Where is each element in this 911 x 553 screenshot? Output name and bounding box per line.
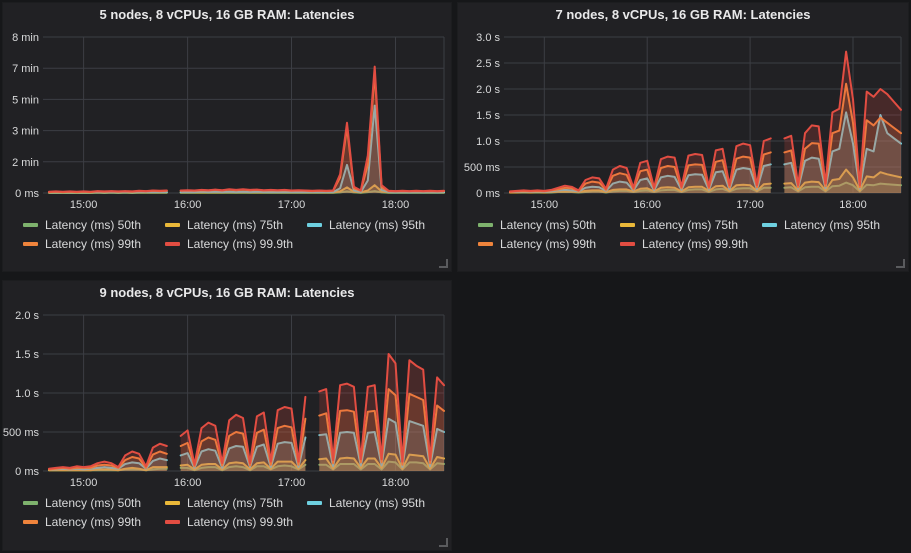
- svg-text:15:00: 15:00: [531, 199, 559, 211]
- panel-title-9-nodes[interactable]: 9 nodes, 8 vCPUs, 16 GB RAM: Latencies: [99, 285, 355, 300]
- svg-text:0 ms: 0 ms: [476, 188, 500, 200]
- series-swatch-99th[interactable]: [478, 241, 493, 246]
- panel-7-nodes: 7 nodes, 8 vCPUs, 16 GB RAM: Latencies 3…: [457, 2, 909, 272]
- svg-text:18:00: 18:00: [382, 199, 410, 211]
- panel-9-nodes: 9 nodes, 8 vCPUs, 16 GB RAM: Latencies 2…: [2, 280, 452, 551]
- series-swatch-99.9th[interactable]: [165, 519, 180, 524]
- series-swatch-95th[interactable]: [307, 500, 322, 505]
- svg-text:2.0 s: 2.0 s: [476, 84, 500, 96]
- legend-label: Latency (ms) 95th: [329, 217, 426, 232]
- svg-text:5 min: 5 min: [12, 94, 39, 106]
- legend-item-99th[interactable]: Latency (ms) 99th: [23, 237, 151, 251]
- legend-7-nodes: Latency (ms) 50th Latency (ms) 75th Late…: [458, 213, 908, 253]
- legend-label: Latency (ms) 99.9th: [187, 236, 294, 251]
- svg-text:0 ms: 0 ms: [15, 466, 39, 478]
- legend-label: Latency (ms) 50th: [45, 495, 142, 510]
- svg-text:1.5 s: 1.5 s: [476, 110, 500, 122]
- legend-label: Latency (ms) 99th: [45, 514, 142, 529]
- legend-label: Latency (ms) 95th: [329, 495, 426, 510]
- legend-item-95th[interactable]: Latency (ms) 95th: [307, 496, 425, 510]
- svg-text:2 min: 2 min: [12, 157, 39, 169]
- legend-item-95th[interactable]: Latency (ms) 95th: [762, 218, 880, 232]
- series-swatch-50th[interactable]: [478, 222, 493, 227]
- legend-label: Latency (ms) 95th: [784, 217, 881, 232]
- legend-item-50th[interactable]: Latency (ms) 50th: [23, 496, 151, 510]
- panel-resize-handle[interactable]: [896, 259, 905, 268]
- svg-text:17:00: 17:00: [278, 199, 306, 211]
- svg-text:2.5 s: 2.5 s: [476, 58, 500, 70]
- legend-item-95th[interactable]: Latency (ms) 95th: [307, 218, 425, 232]
- legend-label: Latency (ms) 75th: [187, 495, 284, 510]
- svg-text:16:00: 16:00: [633, 199, 661, 211]
- series-swatch-75th[interactable]: [165, 500, 180, 505]
- series-swatch-99th[interactable]: [23, 519, 38, 524]
- series-swatch-50th[interactable]: [23, 222, 38, 227]
- panel-resize-handle[interactable]: [439, 259, 448, 268]
- svg-text:17:00: 17:00: [736, 199, 764, 211]
- legend-item-99.9th[interactable]: Latency (ms) 99.9th: [165, 237, 293, 251]
- svg-text:16:00: 16:00: [174, 199, 202, 211]
- svg-text:0 ms: 0 ms: [15, 188, 39, 200]
- svg-text:16:00: 16:00: [174, 477, 202, 489]
- svg-text:1.0 s: 1.0 s: [476, 136, 500, 148]
- legend-item-75th[interactable]: Latency (ms) 75th: [165, 496, 293, 510]
- legend-label: Latency (ms) 99th: [45, 236, 142, 251]
- legend-label: Latency (ms) 75th: [187, 217, 284, 232]
- series-swatch-99th[interactable]: [23, 241, 38, 246]
- series-swatch-99.9th[interactable]: [165, 241, 180, 246]
- svg-text:3.0 s: 3.0 s: [476, 32, 500, 44]
- legend-item-75th[interactable]: Latency (ms) 75th: [620, 218, 748, 232]
- legend-item-50th[interactable]: Latency (ms) 50th: [478, 218, 606, 232]
- svg-text:17:00: 17:00: [278, 477, 306, 489]
- latency-chart-9-nodes[interactable]: 2.0 s 1.5 s 1.0 s 500 ms 0 ms 15:00 16:00 17:00…: [3, 305, 451, 491]
- svg-text:18:00: 18:00: [839, 199, 867, 211]
- legend-label: Latency (ms) 99.9th: [187, 514, 294, 529]
- latency-chart-7-nodes[interactable]: 3.0 s 2.5 s 2.0 s 1.5 s 1.0 s 500 ms 0 ms 15:00…: [458, 27, 908, 213]
- panel-5-nodes: 5 nodes, 8 vCPUs, 16 GB RAM: Latencies 8…: [2, 2, 452, 272]
- legend-label: Latency (ms) 99th: [500, 236, 597, 251]
- svg-text:18:00: 18:00: [382, 477, 410, 489]
- panel-title-5-nodes[interactable]: 5 nodes, 8 vCPUs, 16 GB RAM: Latencies: [99, 7, 355, 22]
- legend-5-nodes: Latency (ms) 50th Latency (ms) 75th Late…: [3, 213, 451, 253]
- svg-text:15:00: 15:00: [70, 477, 98, 489]
- legend-label: Latency (ms) 75th: [642, 217, 739, 232]
- svg-text:500 ms: 500 ms: [3, 427, 39, 439]
- latency-chart-5-nodes[interactable]: 8 min 7 min 5 min 3 min 2 min 0 ms 15:00 16:00 1…: [3, 27, 451, 213]
- svg-text:1.0 s: 1.0 s: [15, 388, 39, 400]
- series-swatch-75th[interactable]: [165, 222, 180, 227]
- legend-label: Latency (ms) 50th: [500, 217, 597, 232]
- legend-9-nodes: Latency (ms) 50th Latency (ms) 75th Late…: [3, 491, 451, 531]
- svg-text:7 min: 7 min: [12, 63, 39, 75]
- svg-text:3 min: 3 min: [12, 126, 39, 138]
- series-swatch-99.9th[interactable]: [620, 241, 635, 246]
- legend-label: Latency (ms) 99.9th: [642, 236, 749, 251]
- legend-item-50th[interactable]: Latency (ms) 50th: [23, 218, 151, 232]
- svg-text:2.0 s: 2.0 s: [15, 310, 39, 322]
- legend-item-99th[interactable]: Latency (ms) 99th: [478, 237, 606, 251]
- series-swatch-75th[interactable]: [620, 222, 635, 227]
- panel-resize-handle[interactable]: [439, 538, 448, 547]
- legend-item-99.9th[interactable]: Latency (ms) 99.9th: [165, 515, 293, 529]
- svg-text:8 min: 8 min: [12, 32, 39, 44]
- series-swatch-95th[interactable]: [762, 222, 777, 227]
- series-swatch-50th[interactable]: [23, 500, 38, 505]
- svg-text:15:00: 15:00: [70, 199, 98, 211]
- svg-text:1.5 s: 1.5 s: [15, 349, 39, 361]
- panel-title-7-nodes[interactable]: 7 nodes, 8 vCPUs, 16 GB RAM: Latencies: [555, 7, 811, 22]
- legend-label: Latency (ms) 50th: [45, 217, 142, 232]
- svg-text:500 ms: 500 ms: [464, 162, 501, 174]
- legend-item-99th[interactable]: Latency (ms) 99th: [23, 515, 151, 529]
- legend-item-75th[interactable]: Latency (ms) 75th: [165, 218, 293, 232]
- series-swatch-95th[interactable]: [307, 222, 322, 227]
- legend-item-99.9th[interactable]: Latency (ms) 99.9th: [620, 237, 748, 251]
